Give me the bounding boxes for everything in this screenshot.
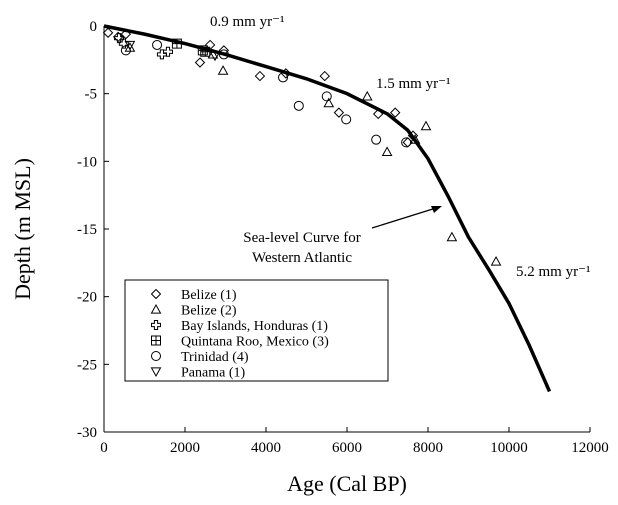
x-tick-label: 4000 (251, 440, 281, 456)
x-tick-label: 0 (100, 440, 108, 456)
point (293, 100, 304, 111)
point (401, 137, 412, 148)
legend-marker (151, 335, 161, 346)
point (152, 39, 163, 50)
x-tick-label: 2000 (170, 440, 200, 456)
point (112, 31, 124, 43)
x-axis-label: Age (Cal BP) (287, 471, 407, 496)
point (156, 49, 167, 60)
legend-label: Belize (2) (181, 304, 237, 319)
legend-box (124, 279, 389, 382)
point (490, 255, 502, 266)
legend-marker (150, 288, 162, 300)
annotation: 1.5 mm yr⁻¹ (376, 76, 451, 92)
point (124, 40, 136, 51)
annotation: Sea-level Curve for (243, 230, 360, 246)
point (254, 70, 266, 82)
legend-marker (150, 367, 162, 378)
point (420, 120, 432, 131)
y-tick-label: -15 (77, 222, 97, 238)
point (194, 57, 206, 68)
legend-label: Quintana Roo, Mexico (3) (181, 335, 329, 350)
y-tick-label: -25 (77, 357, 97, 373)
point (102, 27, 114, 38)
point (217, 65, 229, 75)
point (361, 90, 373, 101)
y-tick-label: -20 (77, 290, 97, 306)
annotation: 0.9 mm yr⁻¹ (210, 14, 285, 30)
y-tick-label: 0 (90, 19, 98, 35)
arrow-head (431, 206, 442, 213)
y-tick-label: -5 (85, 87, 98, 103)
point (446, 231, 458, 242)
point (113, 33, 124, 44)
y-tick-label: -10 (77, 154, 97, 170)
point (341, 114, 352, 125)
legend-marker (151, 320, 161, 330)
x-tick-label: 8000 (413, 440, 443, 456)
x-tick-label: 6000 (332, 440, 362, 456)
legend-label: Trinidad (4) (181, 350, 249, 365)
legend-label: Belize (1) (181, 288, 237, 303)
point (207, 48, 219, 59)
annotation: Western Atlantic (252, 250, 352, 266)
x-tick-label: 10000 (490, 440, 528, 456)
y-axis-label: Depth (m MSL) (10, 158, 35, 300)
legend-marker (150, 303, 162, 314)
arrow (371, 207, 437, 229)
point (323, 97, 335, 108)
legend-marker (151, 351, 161, 361)
point (120, 45, 131, 56)
point (319, 70, 330, 82)
point (371, 134, 382, 145)
legend-label: Bay Islands, Honduras (1) (181, 319, 328, 334)
point (381, 146, 393, 156)
point (389, 107, 401, 118)
point (321, 91, 332, 102)
point (162, 46, 173, 57)
annotation: 5.2 mm yr⁻¹ (516, 264, 591, 280)
x-tick-label: 12000 (571, 440, 609, 456)
sea-level-curve (103, 24, 552, 393)
legend-label: Panama (1) (181, 366, 245, 381)
point (333, 107, 345, 118)
y-tick-label: -30 (77, 425, 97, 441)
